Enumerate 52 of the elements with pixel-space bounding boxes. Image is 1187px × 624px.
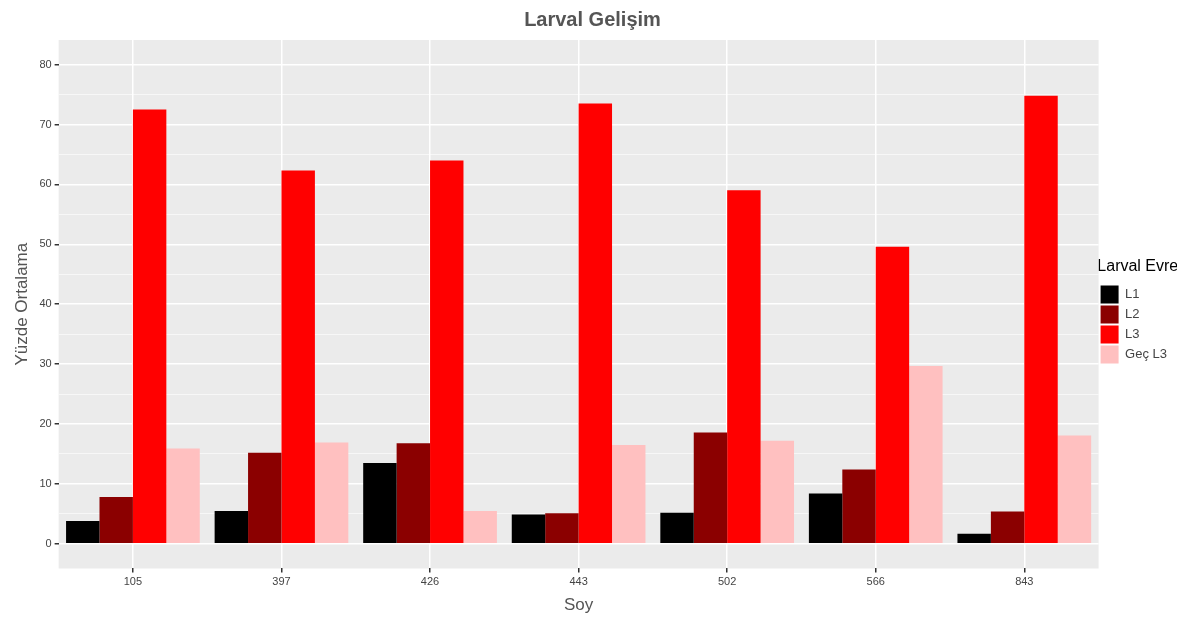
bar xyxy=(578,103,613,544)
legend-label: Geç L3 xyxy=(1125,346,1168,362)
y-tick-label: 0 xyxy=(45,536,52,549)
y-tick-label: 70 xyxy=(39,117,52,130)
bar xyxy=(1057,435,1092,544)
bar xyxy=(132,109,167,544)
bar xyxy=(660,512,694,544)
bar xyxy=(808,493,843,544)
bar xyxy=(957,533,991,544)
bar xyxy=(612,444,646,544)
bar xyxy=(396,443,431,544)
y-tick-label: 30 xyxy=(39,357,52,370)
x-tick-label: 426 xyxy=(420,575,440,588)
legend-label: L2 xyxy=(1125,306,1140,322)
y-tick-label: 60 xyxy=(39,177,52,190)
legend-label: L3 xyxy=(1125,326,1140,342)
bar xyxy=(909,365,943,544)
bar xyxy=(248,452,282,544)
x-tick-label: 443 xyxy=(569,575,588,588)
bar xyxy=(693,432,728,544)
bar xyxy=(66,521,100,544)
y-tick-label: 40 xyxy=(39,297,52,310)
y-tick-label: 50 xyxy=(39,237,52,250)
bar xyxy=(545,513,579,544)
bar xyxy=(430,160,464,544)
legend-title: Larval Evre xyxy=(1097,256,1179,274)
bar xyxy=(99,497,133,544)
bar xyxy=(214,510,249,544)
bar xyxy=(727,190,761,544)
legend-label: L1 xyxy=(1125,286,1140,302)
bar xyxy=(314,442,349,544)
bar xyxy=(760,440,795,544)
y-tick-label: 80 xyxy=(39,57,52,70)
y-tick-label: 10 xyxy=(39,476,52,489)
bar xyxy=(511,514,546,544)
bar xyxy=(463,510,497,544)
x-tick-label: 843 xyxy=(1015,575,1034,588)
bar xyxy=(1024,95,1058,544)
y-axis-title: Yüzde Ortalama xyxy=(11,242,31,366)
bar xyxy=(990,511,1025,544)
bar xyxy=(166,448,200,544)
chart-title: Larval Gelişim xyxy=(524,7,661,30)
x-tick-label: 566 xyxy=(866,575,885,588)
x-axis-title: Soy xyxy=(563,595,594,615)
y-tick-label: 20 xyxy=(39,417,52,430)
x-tick-label: 502 xyxy=(718,575,737,588)
bar xyxy=(281,170,315,544)
x-tick-label: 105 xyxy=(123,575,143,588)
bar xyxy=(875,246,910,544)
bar xyxy=(842,469,876,544)
x-tick-label: 397 xyxy=(272,575,291,588)
bar xyxy=(363,462,397,544)
